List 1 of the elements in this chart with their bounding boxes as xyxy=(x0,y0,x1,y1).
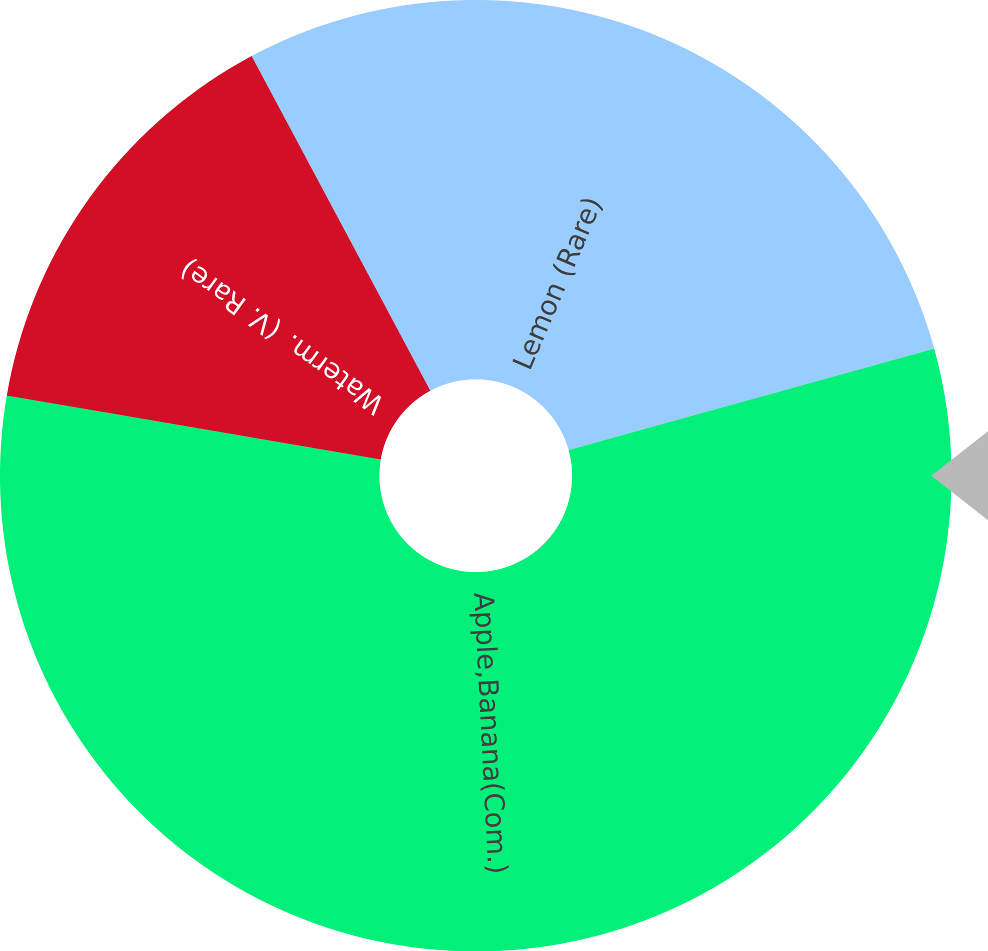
slice-label: Apple,Banana(Com.) xyxy=(470,592,509,872)
